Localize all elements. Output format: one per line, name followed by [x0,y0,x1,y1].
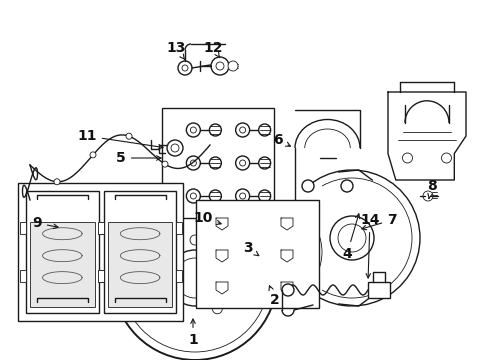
Circle shape [422,191,432,201]
Bar [99,270,104,282]
Circle shape [126,133,132,139]
Text: 14: 14 [360,213,379,278]
Text: 1: 1 [188,319,198,347]
Text: 10: 10 [193,211,221,225]
Bar [107,221,172,307]
Text: 6: 6 [273,133,290,147]
Circle shape [190,160,196,166]
Circle shape [175,258,215,298]
Circle shape [216,62,224,70]
Bar [162,108,273,218]
Circle shape [256,246,287,278]
Bar [176,270,182,282]
Circle shape [186,156,200,170]
Circle shape [210,57,228,75]
Circle shape [190,127,196,133]
Circle shape [212,304,222,314]
Text: 4: 4 [342,214,359,261]
Circle shape [190,193,196,199]
Text: 9: 9 [32,216,58,230]
Circle shape [245,236,297,288]
Circle shape [235,123,249,137]
Circle shape [239,160,245,166]
Bar [99,221,104,234]
Circle shape [402,153,412,163]
Circle shape [171,144,179,152]
Bar [176,221,182,234]
Text: 2: 2 [268,286,279,307]
Circle shape [113,196,276,360]
Bar [103,191,176,313]
Circle shape [167,250,223,306]
Circle shape [154,261,163,271]
Circle shape [209,190,221,202]
Text: 7: 7 [361,213,396,230]
Text: 3: 3 [243,241,258,256]
Circle shape [222,202,321,302]
Circle shape [282,284,293,296]
Bar [367,282,389,298]
Circle shape [258,157,270,169]
Circle shape [186,189,200,203]
Circle shape [209,124,221,136]
Text: 11: 11 [77,129,163,149]
Bar [26,191,99,313]
Circle shape [167,140,183,156]
Circle shape [239,127,245,133]
Circle shape [162,161,168,167]
Circle shape [236,226,307,298]
Circle shape [258,124,270,136]
Bar [98,270,103,282]
Circle shape [239,193,245,199]
Bar [18,183,183,321]
Circle shape [227,208,315,296]
Text: 12: 12 [203,41,223,58]
Circle shape [186,123,200,137]
Circle shape [302,180,313,192]
Circle shape [181,264,208,292]
Bar [20,221,26,234]
Text: 8: 8 [426,179,436,199]
Circle shape [227,61,238,71]
Circle shape [258,190,270,202]
Text: 13: 13 [166,41,185,60]
Circle shape [178,61,192,75]
Bar [98,221,103,234]
Circle shape [235,189,249,203]
Bar [30,221,94,307]
Circle shape [90,152,96,158]
Circle shape [235,156,249,170]
Bar [196,200,318,308]
Circle shape [264,254,280,270]
Circle shape [167,304,177,314]
Circle shape [337,224,365,252]
Circle shape [182,65,187,71]
Circle shape [329,216,373,260]
Circle shape [340,180,352,192]
Circle shape [441,153,450,163]
Circle shape [225,261,236,271]
Circle shape [209,157,221,169]
Bar [20,270,26,282]
Circle shape [54,179,60,185]
Text: 5: 5 [116,151,161,165]
Circle shape [190,235,200,245]
